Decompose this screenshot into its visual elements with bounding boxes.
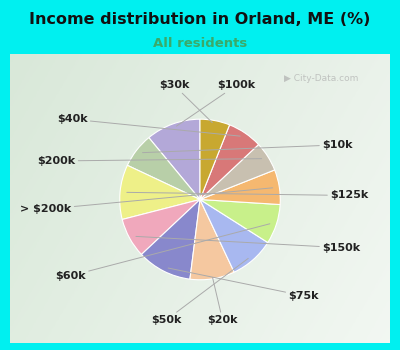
Text: $150k: $150k xyxy=(136,236,360,253)
Wedge shape xyxy=(200,119,230,200)
Text: $200k: $200k xyxy=(38,156,262,166)
Text: $10k: $10k xyxy=(142,140,352,153)
Wedge shape xyxy=(200,199,280,243)
Wedge shape xyxy=(127,138,200,200)
Text: $100k: $100k xyxy=(176,80,255,126)
Wedge shape xyxy=(190,199,234,280)
Text: All residents: All residents xyxy=(153,37,247,50)
Wedge shape xyxy=(200,125,258,199)
Wedge shape xyxy=(200,199,268,272)
Text: $30k: $30k xyxy=(159,80,212,122)
Text: $50k: $50k xyxy=(151,258,248,325)
Text: $125k: $125k xyxy=(127,190,368,201)
Text: ▶ City-Data.com: ▶ City-Data.com xyxy=(284,75,358,83)
Text: $40k: $40k xyxy=(57,114,240,136)
Wedge shape xyxy=(122,199,200,254)
Wedge shape xyxy=(142,199,200,279)
Wedge shape xyxy=(149,119,200,200)
Text: > $200k: > $200k xyxy=(20,188,272,214)
Wedge shape xyxy=(200,145,275,199)
Text: $60k: $60k xyxy=(55,224,270,281)
Text: $75k: $75k xyxy=(168,268,319,301)
Wedge shape xyxy=(200,170,280,204)
Wedge shape xyxy=(120,165,200,219)
Text: Income distribution in Orland, ME (%): Income distribution in Orland, ME (%) xyxy=(29,12,371,27)
Text: $20k: $20k xyxy=(207,278,238,325)
